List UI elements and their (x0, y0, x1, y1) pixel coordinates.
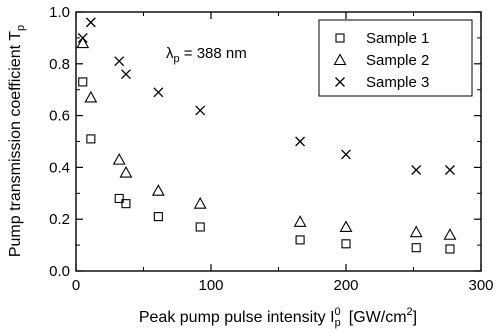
data-point-sample-2 (76, 36, 90, 49)
x-tick-label: 0 (72, 277, 80, 294)
axis-ticks (75, 11, 482, 272)
legend: Sample 1 Sample 2 Sample 3 (318, 19, 473, 97)
y-tick-label: 0.0 (49, 263, 70, 280)
legend-marker-sample-2 (333, 53, 347, 66)
y-axis-title: Pump transmission coefficient Tp (7, 25, 27, 257)
data-point-sample-2 (119, 165, 133, 178)
legend-box (318, 19, 473, 97)
data-point-sample-1 (411, 243, 421, 253)
data-point-sample-3 (195, 105, 206, 116)
wavelength-annotation: λp = 388 nm (166, 45, 247, 65)
data-point-sample-2 (151, 184, 165, 196)
legend-markers (333, 33, 347, 87)
legend-label-sample-3: Sample 3 (366, 74, 429, 91)
data-point-sample-3 (341, 149, 351, 160)
data-point-sample-2 (443, 228, 457, 240)
data-point-sample-3 (444, 165, 455, 175)
data-point-sample-3 (295, 136, 306, 147)
y-tick-label: 0.6 (49, 108, 70, 125)
data-point-sample-1 (153, 212, 163, 222)
data-point-sample-1 (295, 235, 305, 245)
data-point-sample-2 (293, 215, 307, 227)
y-tick-label: 0.2 (49, 211, 70, 228)
data-point-sample-3 (120, 69, 131, 80)
data-point-sample-1 (78, 77, 88, 87)
data-point-sample-1 (195, 222, 205, 232)
y-tick-label: 1.0 (49, 4, 70, 21)
data-point-sample-3 (153, 87, 164, 98)
data-point-sample-1 (445, 244, 455, 254)
tick-labels: 0 100 200 300 0.0 0.2 0.4 0.6 0.8 1.0 (49, 4, 493, 294)
y-tick-label: 0.4 (49, 159, 70, 176)
data-point-sample-2 (84, 90, 98, 103)
data-point-sample-1 (121, 199, 131, 209)
data-point-sample-3 (77, 32, 88, 43)
legend-marker-sample-1 (335, 33, 345, 43)
data-point-sample-3 (114, 56, 125, 67)
data-markers (76, 17, 457, 254)
data-point-sample-3 (85, 17, 96, 28)
data-point-sample-1 (86, 134, 96, 144)
data-point-sample-3 (411, 165, 422, 175)
x-tick-label: 200 (333, 277, 358, 294)
data-point-sample-2 (409, 225, 423, 238)
data-point-sample-1 (114, 193, 124, 204)
legend-label-sample-1: Sample 1 (366, 30, 429, 47)
data-point-sample-2 (112, 152, 126, 165)
x-tick-label: 300 (468, 277, 493, 294)
x-axis-title: Peak pump pulse intensity I0 p [GW/cm2] (139, 306, 417, 329)
data-point-sample-2 (339, 220, 353, 233)
data-point-sample-2 (193, 197, 207, 209)
x-tick-label: 100 (198, 277, 223, 294)
legend-label-sample-2: Sample 2 (366, 52, 429, 69)
y-tick-label: 0.8 (49, 56, 70, 73)
legend-marker-sample-3 (335, 77, 345, 87)
data-point-sample-1 (341, 239, 351, 249)
